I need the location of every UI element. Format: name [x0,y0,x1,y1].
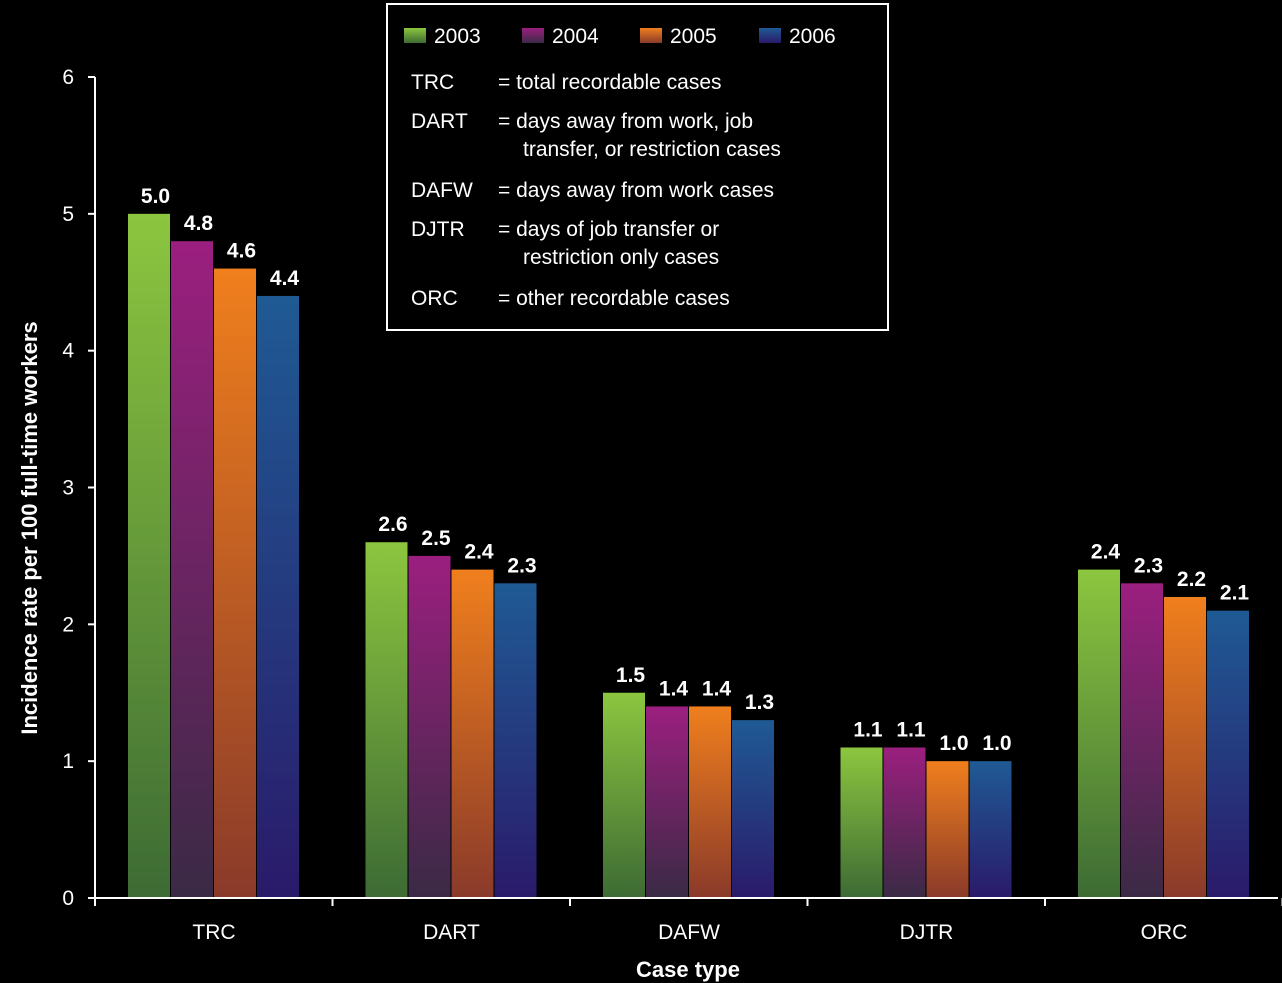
legend-label-2003: 2003 [434,25,481,48]
value-label-trc-2005: 4.6 [227,240,256,263]
definition-abbr-djtr: DJTR [411,218,465,241]
bar-orc-2005 [1164,596,1206,898]
x-tick-label-trc: TRC [192,921,235,944]
bar-orc-2003 [1078,569,1120,898]
definition-abbr-dart: DART [411,110,468,133]
value-label-dart-2005: 2.4 [464,541,494,564]
value-label-orc-2003: 2.4 [1091,541,1121,564]
legend: 2003 2004 2005 2006 TRC = total recordable c… [386,3,889,331]
value-label-dart-2004: 2.5 [421,527,451,550]
bar-dafw-2003 [603,692,645,898]
value-label-djtr-2006: 1.0 [982,732,1011,755]
bars-group [128,213,1249,899]
y-tick-label: 2 [62,613,74,636]
legend-label-2004: 2004 [552,25,599,48]
bar-djtr-2004 [883,747,926,898]
definition-text-trc: = total recordable cases [498,71,722,94]
y-tick-label: 4 [62,340,74,363]
bar-djtr-2005 [926,761,969,898]
value-labels-group: 5.0 4.8 4.6 4.4 2.6 2.5 2.4 2.3 1.5 1.4 1.4 1.3 1.1 1… [141,185,1250,755]
value-label-dafw-2006: 1.3 [745,691,774,714]
bar-dart-2005 [451,569,494,898]
definition-text-orc: = other recordable cases [498,287,730,310]
bar-djtr-2006 [969,761,1012,898]
y-axis-label: Incidence rate per 100 full-time workers [17,321,42,734]
value-label-orc-2005: 2.2 [1177,568,1206,591]
value-label-dart-2003: 2.6 [378,513,407,536]
value-label-orc-2006: 2.1 [1220,582,1250,605]
value-label-dart-2006: 2.3 [507,554,536,577]
y-tick-label: 6 [62,66,74,89]
bar-dafw-2005 [689,706,731,898]
bar-dafw-2004 [646,706,688,898]
bar-orc-2006 [1207,610,1249,898]
bar-orc-2004 [1121,583,1163,898]
bar-trc-2005 [214,268,256,899]
y-tick-label: 0 [62,887,74,910]
value-label-djtr-2005: 1.0 [939,732,968,755]
definition-text-djtr: = days of job transfer or [498,218,719,241]
definition-abbr-trc: TRC [411,71,454,94]
legend-items: 2003 2004 2005 2006 [404,25,836,48]
y-ticks-group: 0 1 2 3 4 5 6 [62,66,95,910]
legend-swatch-2006 [759,28,781,43]
legend-definitions: TRC = total recordable cases DART = days aw… [411,71,781,310]
y-tick-label: 1 [62,750,74,773]
x-ticks-group: TRC DART DAFW DJTR ORC [94,898,1282,944]
bar-djtr-2003 [840,747,883,898]
value-label-trc-2006: 4.4 [270,267,300,290]
x-axis-label: Case type [636,957,740,982]
bar-trc-2006 [257,295,299,898]
legend-swatch-2005 [640,28,662,43]
legend-swatch-2003 [404,28,426,43]
bar-dart-2006 [494,583,537,898]
definition-abbr-orc: ORC [411,287,458,310]
y-tick-label: 3 [62,477,74,500]
legend-label-2006: 2006 [789,25,836,48]
bar-dafw-2006 [732,720,774,898]
legend-swatch-2004 [522,28,544,43]
x-tick-label-dart: DART [423,921,480,944]
definition-text-dafw: = days away from work cases [498,179,774,202]
value-label-djtr-2004: 1.1 [896,718,926,741]
value-label-trc-2004: 4.8 [184,212,214,235]
value-label-dafw-2005: 1.4 [702,677,732,700]
x-tick-label-dafw: DAFW [658,921,720,944]
value-label-dafw-2004: 1.4 [659,677,689,700]
bar-dart-2003 [365,542,408,898]
bar-trc-2004 [171,241,213,898]
definition-text-djtr: restriction only cases [523,246,719,269]
bar-trc-2003 [128,213,170,899]
value-label-djtr-2003: 1.1 [853,718,883,741]
definition-abbr-dafw: DAFW [411,179,473,202]
y-tick-label: 5 [62,203,74,226]
legend-box [386,3,889,331]
definition-text-dart: transfer, or restriction cases [523,138,781,161]
bar-dart-2004 [408,555,451,898]
value-label-trc-2003: 5.0 [141,185,170,208]
x-tick-label-djtr: DJTR [900,921,954,944]
legend-label-2005: 2005 [670,25,717,48]
definition-text-dart: = days away from work, job [498,110,753,133]
value-label-dafw-2003: 1.5 [616,664,646,687]
x-tick-label-orc: ORC [1141,921,1188,944]
value-label-orc-2004: 2.3 [1134,554,1163,577]
